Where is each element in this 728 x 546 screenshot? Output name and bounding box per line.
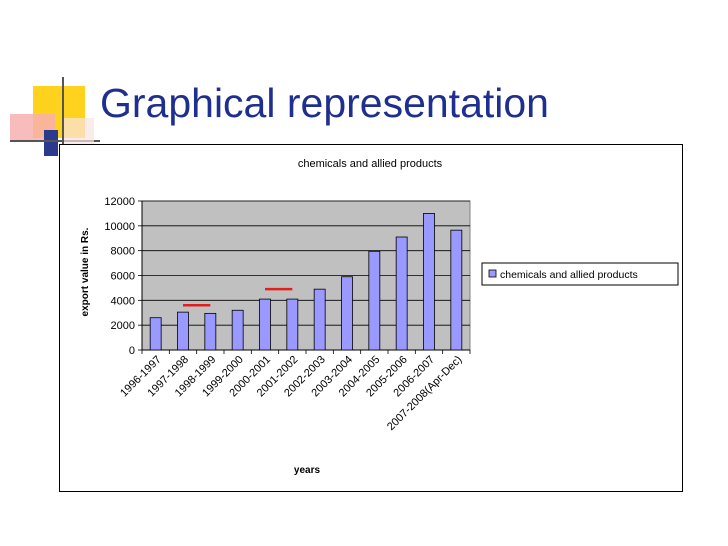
legend-label: chemicals and allied products	[500, 269, 638, 281]
bar	[313, 288, 326, 351]
deco-horizontal-line	[10, 140, 100, 142]
bar	[368, 250, 381, 351]
bar	[341, 276, 353, 351]
y-tick-label: 2000	[111, 320, 135, 332]
slide-title: Graphical representation	[100, 80, 549, 126]
bars	[149, 213, 463, 351]
legend-swatch	[488, 269, 497, 278]
chart-frame: chemicals and allied products export val…	[59, 144, 683, 492]
y-tick-label: 12000	[104, 196, 135, 208]
legend-box	[481, 262, 679, 286]
y-tick-labels: 0 2000 4000 6000 8000 10000 12000	[104, 196, 142, 357]
bar	[395, 236, 408, 351]
y-tick-label: 10000	[104, 221, 135, 233]
y-tick-label: 8000	[111, 246, 135, 258]
y-axis-label: export value in Rs.	[80, 227, 91, 316]
bar	[231, 309, 244, 351]
deco-vertical-line	[62, 77, 64, 147]
bar	[149, 317, 162, 351]
marker-lines	[183, 287, 293, 307]
x-tick-labels: 1996-19971997-19981998-19991999-20002000…	[118, 350, 471, 433]
y-tick-label: 6000	[111, 271, 135, 283]
bar	[177, 311, 189, 351]
deco-light-square	[64, 118, 94, 144]
bar	[450, 229, 463, 351]
y-tick-label: 0	[129, 345, 135, 357]
bar	[286, 298, 299, 351]
bar	[204, 312, 217, 351]
bar	[423, 213, 435, 351]
y-tick-label: 4000	[111, 295, 135, 307]
chart-title: chemicals and allied products	[298, 158, 443, 170]
legend: chemicals and allied products	[481, 262, 679, 286]
deco-blue-square	[44, 130, 58, 156]
bar	[259, 298, 271, 351]
bar-chart: chemicals and allied products export val…	[80, 158, 679, 476]
x-axis-label: years	[294, 465, 321, 476]
